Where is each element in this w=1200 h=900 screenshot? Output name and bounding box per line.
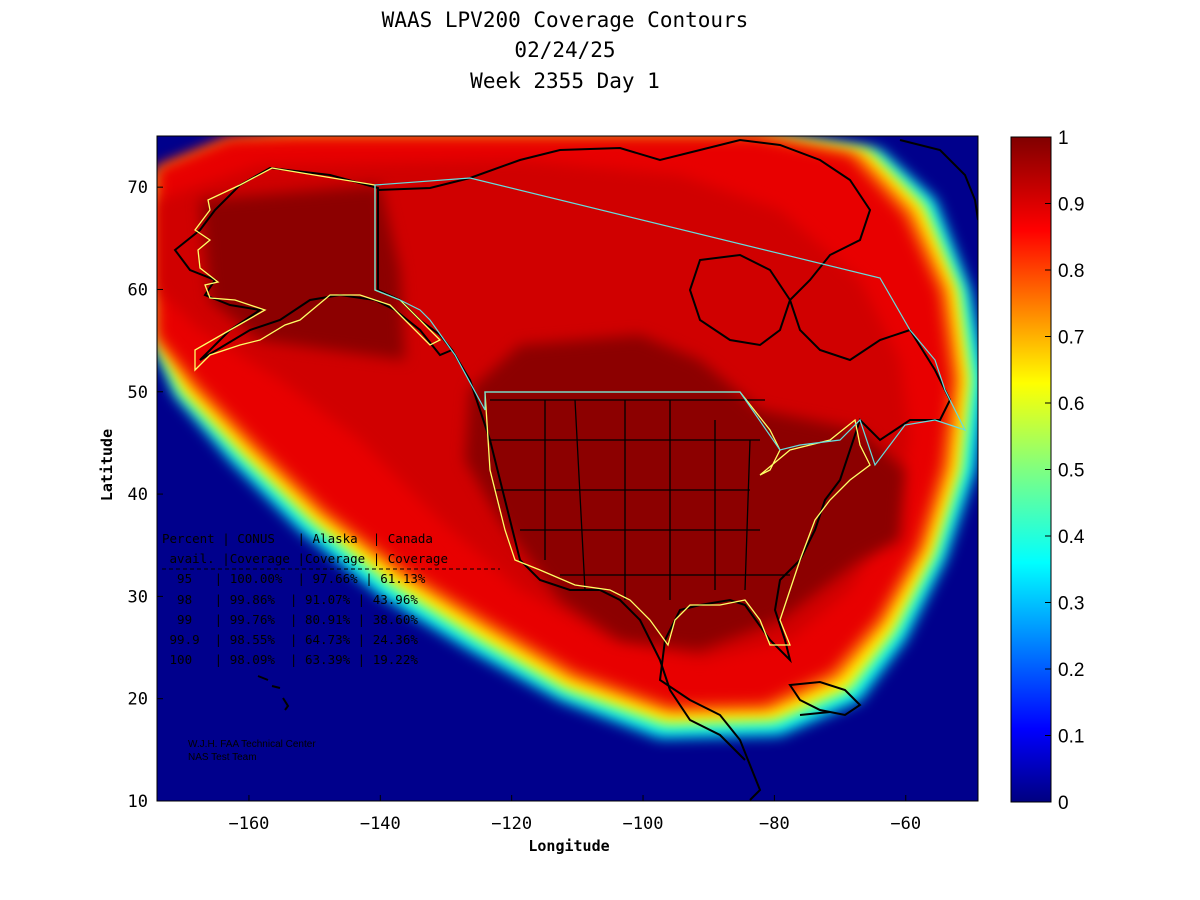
y-tick-label: 40: [128, 485, 148, 505]
conus-boundary: [484, 391, 871, 647]
colorbar-tick-label: 0.3: [1058, 594, 1084, 615]
y-tick-label: 20: [128, 690, 148, 710]
x-tick-label: −100: [623, 814, 664, 834]
x-axis-ticks: −160 −140 −120 −100 −80 −60: [228, 795, 921, 834]
state-boundaries: [490, 399, 790, 600]
canada-boundary: [374, 177, 967, 467]
x-tick-label: −160: [228, 814, 269, 834]
y-tick-label: 50: [128, 383, 148, 403]
chart-title-line1: WAAS LPV200 Coverage Contours: [381, 8, 749, 32]
colorbar-tick-label: 0.4: [1058, 527, 1085, 548]
table-row: 100 | 98.09% | 63.39% | 19.22%: [162, 652, 418, 667]
y-axis-ticks: 10 20 30 40 50 60 70: [128, 178, 163, 812]
colorbar-tick-label: 0.8: [1058, 261, 1084, 282]
colorbar-tick-label: 0.2: [1058, 660, 1084, 681]
colorbar-ticks: 0 0.1 0.2 0.3 0.4 0.5 0.6 0.7 0.8 0.9 1: [1045, 128, 1085, 814]
table-header-2: avail. |Coverage |Coverage | Coverage: [162, 551, 448, 566]
colorbar-tick-label: 0.6: [1058, 394, 1084, 415]
colorbar-tick-label: 0.7: [1058, 328, 1084, 349]
chart-title-date: 02/24/25: [514, 38, 616, 62]
table-row: 99 | 99.76% | 80.91% | 38.60%: [162, 612, 418, 627]
y-axis-label: Latitude: [98, 429, 116, 501]
x-axis-label: Longitude: [528, 837, 609, 855]
credit-line2: NAS Test Team: [188, 752, 257, 763]
plot-frame: [156, 135, 979, 802]
y-tick-label: 10: [128, 792, 148, 812]
y-tick-label: 60: [128, 280, 148, 300]
y-tick-label: 70: [128, 178, 148, 198]
x-tick-label: −60: [890, 814, 921, 834]
colorbar-tick-label: 0: [1058, 793, 1069, 814]
table-row: 99.9 | 98.55% | 64.73% | 24.36%: [162, 632, 418, 647]
colorbar: [1010, 136, 1052, 803]
colorbar-tick-label: 0.1: [1058, 727, 1084, 748]
colorbar-tick-label: 0.5: [1058, 461, 1084, 482]
coverage-table: Percent | CONUS | Alaska | Canada avail.…: [162, 531, 500, 667]
x-tick-label: −80: [759, 814, 790, 834]
colorbar-tick-label: 0.9: [1058, 195, 1084, 216]
table-row: 98 | 99.86% | 91.07% | 43.96%: [162, 592, 418, 607]
x-tick-label: −120: [491, 814, 532, 834]
alaska-boundary: [194, 167, 442, 372]
table-row: 95 | 100.00% | 97.66% | 61.13%: [162, 571, 426, 586]
coverage-contours: [157, 136, 978, 801]
table-header-1: Percent | CONUS | Alaska | Canada: [162, 531, 433, 546]
x-tick-label: −140: [360, 814, 401, 834]
y-tick-label: 30: [128, 587, 148, 607]
colorbar-tick-label: 1: [1058, 128, 1069, 149]
credit-line1: W.J.H. FAA Technical Center: [188, 739, 316, 750]
chart-title-week: Week 2355 Day 1: [470, 69, 660, 93]
